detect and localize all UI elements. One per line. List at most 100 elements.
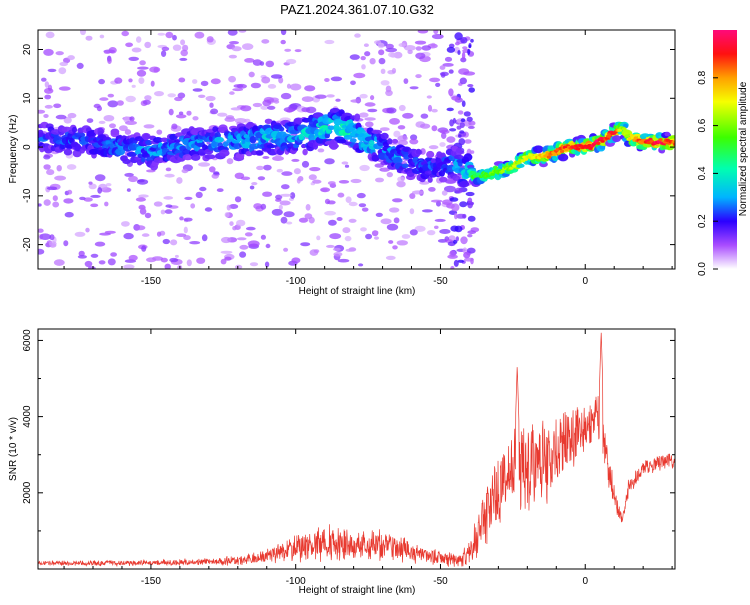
spectrogram-cell: [116, 100, 124, 106]
spectrogram-core: [523, 157, 529, 161]
spectrogram-cell: [386, 223, 399, 231]
spectrogram-cell: [250, 82, 261, 89]
spectrogram-cell: [229, 41, 239, 45]
spectrogram-cell: [298, 217, 309, 223]
spectrogram-cell: [455, 147, 463, 156]
spectrogram-cell: [231, 46, 242, 52]
spectrogram-cell: [448, 69, 454, 74]
spectrogram-cell: [367, 108, 378, 113]
spectrogram-cell: [164, 209, 173, 214]
spectrogram-cell: [403, 78, 409, 84]
spectrogram-cell: [47, 68, 57, 73]
x-tick-label: -100: [286, 276, 306, 287]
snr-axes: -150 -100 -50 0 2000 4000 6000: [22, 329, 675, 587]
spectrogram-cell: [460, 57, 467, 63]
spectrogram-cell: [71, 126, 78, 134]
spectrogram-cell: [349, 138, 357, 143]
spectrogram-cell: [314, 94, 327, 99]
spectrogram-cell: [308, 216, 315, 224]
spectrogram-cell: [466, 247, 476, 254]
spectrogram-cell: [186, 110, 192, 116]
spectrogram-cell: [375, 177, 384, 183]
spectrogram-cell: [435, 82, 441, 87]
y-tick-label: 6000: [22, 329, 33, 352]
spectrogram-cell: [55, 114, 67, 120]
spectrogram-cell: [532, 145, 544, 154]
spectrogram-cell: [150, 80, 155, 87]
x-tick-label: -50: [433, 276, 448, 287]
spectrogram-cell: [344, 235, 352, 242]
spectrogram-cell: [43, 154, 51, 160]
spectrogram-cell: [393, 51, 403, 59]
spectrogram-cell: [467, 48, 471, 56]
spectrogram-cell: [38, 109, 46, 114]
spectrogram-cell: [439, 229, 451, 234]
spectrogram-cell: [412, 156, 420, 164]
spectrogram-cell: [374, 236, 379, 240]
spectrogram-cell: [245, 226, 256, 231]
spectrogram-cell: [301, 96, 314, 102]
spectrogram-cell: [45, 31, 55, 39]
spectrogram-cell: [59, 61, 68, 67]
spectrogram-cell: [391, 67, 397, 74]
spectrogram-cell: [160, 257, 168, 263]
spectrogram-core: [564, 148, 569, 152]
spectrogram-core: [552, 152, 557, 156]
spectrogram-cell: [433, 30, 439, 35]
spectrogram-cell: [209, 102, 214, 108]
x-tick-label: -150: [141, 276, 161, 287]
spectrogram-cell: [128, 78, 133, 83]
spectrogram-cell: [110, 252, 117, 257]
spectrogram-cell: [263, 164, 272, 171]
spectrogram-cell: [247, 240, 260, 248]
spectrogram-cell: [64, 211, 74, 218]
spectrogram-cell: [280, 39, 286, 45]
spectrogram-cell: [392, 157, 403, 165]
spectrogram-cell: [38, 203, 42, 207]
spectrogram-core: [658, 138, 663, 142]
spectrogram-cell: [278, 76, 284, 84]
spectrogram-cell: [244, 232, 253, 237]
spectrogram-cell: [326, 244, 335, 248]
spectrogram-cell: [415, 74, 422, 79]
spectrogram-cell: [327, 181, 336, 186]
spectrogram-cell: [211, 173, 219, 179]
spectrogram-cell: [146, 257, 157, 263]
spectrogram-cell: [58, 86, 71, 91]
spectrogram-cell: [144, 212, 152, 219]
spectrogram-cell: [128, 175, 138, 183]
spectrogram-cell: [270, 74, 283, 79]
spectrogram-cell: [183, 217, 193, 222]
spectrogram-cell: [337, 192, 345, 198]
spectrogram-cell: [178, 111, 184, 116]
spectrogram-cell: [238, 30, 247, 33]
spectrogram-cell: [108, 47, 117, 54]
spectrogram-cell: [88, 181, 93, 185]
spectrogram-cell: [46, 186, 58, 191]
spectrogram-cell: [279, 200, 291, 206]
spectrogram-cell: [557, 153, 569, 162]
spectrogram-cell: [78, 250, 85, 257]
spectrogram-cell: [467, 197, 473, 204]
spectrogram-cell: [612, 135, 621, 143]
spectrogram-cell: [456, 125, 462, 130]
spectrogram-cell: [309, 167, 321, 172]
spectrogram-cell: [451, 203, 460, 212]
spectrogram-cell: [356, 122, 361, 127]
spectrogram-cell: [179, 216, 184, 221]
spectrogram-cell: [327, 125, 335, 131]
spectrogram-cell: [386, 172, 393, 178]
spectrogram-cell: [380, 80, 390, 86]
spectrogram-cell: [87, 266, 96, 269]
spectrogram-cell: [442, 63, 454, 67]
spectrogram-cell: [176, 177, 183, 184]
spectrogram-cell: [324, 210, 336, 216]
spectrogram-cell: [276, 168, 283, 173]
spectrogram-cell: [55, 51, 64, 56]
spectrogram-cell: [283, 247, 289, 252]
spectrogram-cell: [454, 32, 463, 41]
spectrogram-cell: [44, 104, 53, 109]
spectrogram-cell: [467, 230, 477, 235]
colorbar-tick-label: 0.4: [697, 166, 708, 180]
